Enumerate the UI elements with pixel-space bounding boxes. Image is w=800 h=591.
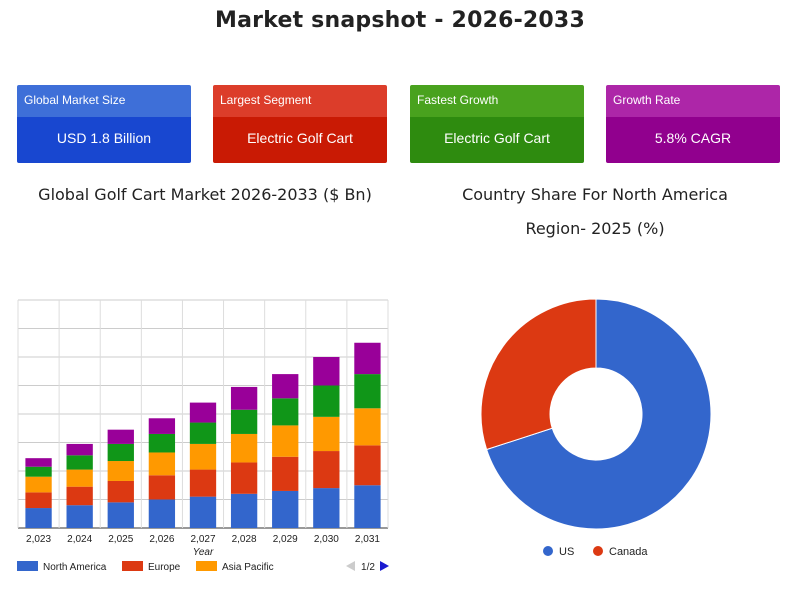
bar-chart-x-ticks: 2,023 2,024 2,025 2,026 2,027 2,028 2,029 2,030…	[26, 534, 380, 545]
stat-card-value: Electric Golf Cart	[213, 117, 387, 163]
stat-card-market-size: Global Market Size USD 1.8 Billion	[17, 85, 191, 163]
bar-chart-bars	[25, 342, 381, 529]
legend-label[interactable]: Europe	[148, 562, 181, 573]
x-tick-label: 2,024	[67, 534, 92, 545]
bar-segment-north-america[interactable]	[66, 505, 93, 528]
stat-card-fastest-growth: Fastest Growth Electric Golf Cart	[410, 85, 584, 163]
bar-segment-asia-pacific[interactable]	[189, 443, 217, 470]
bar-segment-north-america[interactable]	[107, 502, 134, 528]
bar-segment-series-4[interactable]	[189, 422, 217, 444]
donut-slice-us[interactable]	[485, 298, 712, 530]
bar-segment-series-4[interactable]	[148, 433, 176, 453]
legend-label[interactable]: North America	[43, 562, 107, 573]
bar-segment-series-5[interactable]	[354, 342, 381, 375]
bar-segment-asia-pacific[interactable]	[25, 476, 52, 493]
donut-slices	[480, 298, 712, 530]
x-tick-label: 2,023	[26, 534, 51, 545]
x-tick-label: 2,031	[355, 534, 380, 545]
x-tick-label: 2,028	[232, 534, 257, 545]
bar-segment-asia-pacific[interactable]	[230, 433, 258, 463]
stat-card-label: Global Market Size	[17, 85, 191, 117]
x-axis-label: Year	[193, 547, 214, 558]
bar-segment-series-5[interactable]	[66, 443, 93, 456]
bar-segment-north-america[interactable]	[354, 485, 381, 528]
bar-segment-series-5[interactable]	[25, 458, 52, 467]
legend-swatch	[122, 561, 143, 571]
bar-segment-asia-pacific[interactable]	[313, 416, 340, 452]
legend-marker	[543, 546, 553, 556]
stat-card-value: 5.8% CAGR	[606, 117, 780, 163]
bar-segment-europe[interactable]	[230, 462, 258, 494]
stat-card-growth-rate: Growth Rate 5.8% CAGR	[606, 85, 780, 163]
page-title: Market snapshot - 2026-2033	[215, 8, 585, 33]
bar-segment-series-4[interactable]	[354, 374, 381, 409]
bar-segment-series-5[interactable]	[148, 418, 176, 434]
bar-segment-series-5[interactable]	[313, 357, 340, 386]
bar-segment-asia-pacific[interactable]	[272, 425, 299, 457]
legend-label[interactable]: Asia Pacific	[222, 562, 274, 573]
stat-card-label: Growth Rate	[606, 85, 780, 117]
bar-segment-north-america[interactable]	[189, 496, 217, 528]
donut-chart-title: Country Share For North America Region- …	[462, 185, 728, 238]
bar-segment-series-4[interactable]	[66, 455, 93, 470]
stat-card-value: USD 1.8 Billion	[17, 117, 191, 163]
stat-card-largest-segment: Largest Segment Electric Golf Cart	[213, 85, 387, 163]
bar-segment-series-5[interactable]	[272, 374, 299, 399]
pager-prev-icon[interactable]	[346, 561, 355, 571]
bar-segment-north-america[interactable]	[313, 488, 340, 528]
donut-legend: US Canada	[543, 546, 648, 558]
bar-segment-series-4[interactable]	[107, 443, 134, 462]
bar-segment-asia-pacific[interactable]	[148, 452, 176, 476]
x-tick-label: 2,027	[190, 534, 215, 545]
legend-label[interactable]: US	[559, 546, 574, 558]
bar-segment-europe[interactable]	[354, 445, 381, 486]
stat-card-label: Largest Segment	[213, 85, 387, 117]
donut-slice-canada[interactable]	[480, 298, 597, 451]
legend-swatch	[196, 561, 217, 571]
bar-segment-asia-pacific[interactable]	[107, 461, 134, 481]
x-tick-label: 2,026	[149, 534, 174, 545]
bar-segment-north-america[interactable]	[148, 499, 176, 529]
pager-next-icon[interactable]	[380, 561, 389, 571]
x-tick-label: 2,029	[273, 534, 298, 545]
bar-segment-series-4[interactable]	[272, 398, 299, 426]
bar-segment-series-4[interactable]	[25, 466, 52, 477]
x-tick-label: 2,030	[314, 534, 339, 545]
bar-segment-north-america[interactable]	[230, 493, 258, 528]
bar-segment-europe[interactable]	[25, 492, 52, 509]
bar-segment-europe[interactable]	[272, 456, 299, 491]
bar-segment-europe[interactable]	[107, 480, 134, 503]
bar-segment-europe[interactable]	[189, 469, 217, 497]
legend-pager[interactable]: 1/2	[346, 561, 389, 573]
legend-marker	[593, 546, 603, 556]
stat-card-label: Fastest Growth	[410, 85, 584, 117]
bar-segment-europe[interactable]	[313, 451, 340, 489]
stat-card-value: Electric Golf Cart	[410, 117, 584, 163]
bar-segment-asia-pacific[interactable]	[66, 469, 93, 487]
donut-chart: US Canada	[480, 298, 712, 558]
bar-segment-europe[interactable]	[66, 486, 93, 506]
bar-segment-north-america[interactable]	[25, 508, 52, 528]
bar-segment-north-america[interactable]	[272, 490, 299, 528]
x-tick-label: 2,025	[108, 534, 133, 545]
bar-segment-asia-pacific[interactable]	[354, 408, 381, 446]
bar-segment-series-5[interactable]	[107, 429, 134, 444]
bar-segment-series-4[interactable]	[313, 385, 340, 417]
bar-segment-series-5[interactable]	[189, 402, 217, 423]
bar-chart-title: Global Golf Cart Market 2026-2033 ($ Bn)	[38, 185, 372, 204]
bar-segment-europe[interactable]	[148, 475, 176, 500]
legend-swatch	[17, 561, 38, 571]
bar-chart-legend: North America Europe Asia Pacific	[17, 561, 274, 573]
stacked-bar-chart: 2,023 2,024 2,025 2,026 2,027 2,028 2,029 2,030…	[17, 299, 389, 573]
bar-segment-series-4[interactable]	[230, 409, 258, 434]
bar-segment-series-5[interactable]	[230, 386, 258, 410]
pager-label: 1/2	[361, 562, 375, 573]
legend-label[interactable]: Canada	[609, 546, 648, 558]
